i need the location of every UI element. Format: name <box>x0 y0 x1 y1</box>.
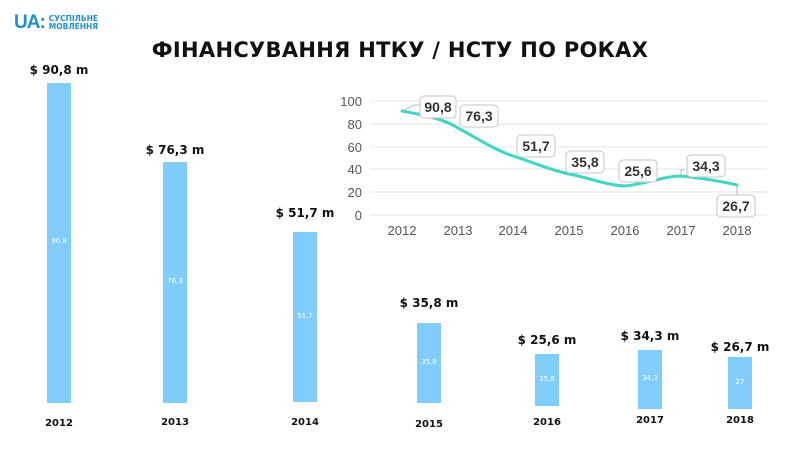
y-tick: 40 <box>348 162 362 177</box>
x-tick: 2017 <box>667 223 696 238</box>
x-tick: 2015 <box>555 223 584 238</box>
bar-year-label: 2016 <box>533 417 561 428</box>
x-tick: 2014 <box>499 223 528 238</box>
y-tick: 100 <box>340 94 362 109</box>
point-label: 90,8 <box>419 95 457 119</box>
y-tick: 60 <box>348 140 362 155</box>
point-label: 51,7 <box>516 134 556 158</box>
bar-value-label: $ 51,7 m <box>275 206 335 220</box>
bar: 90.8 <box>47 83 71 403</box>
svg-text:90,8: 90,8 <box>424 99 451 115</box>
y-axis-ticks: 0 20 40 60 80 100 <box>340 94 362 223</box>
bar-inner-label: 25,6 <box>539 375 555 383</box>
point-label: 76,3 <box>459 104 499 128</box>
logo-text: СУСПІЛЬНЕ МОВЛЕННЯ <box>49 15 98 31</box>
point-label: 26,7 <box>716 194 756 218</box>
bar-value-label: $ 34,3 m <box>620 329 680 343</box>
x-tick: 2012 <box>388 223 417 238</box>
bar-year-label: 2014 <box>291 417 319 428</box>
bar: 25,6 <box>535 354 559 406</box>
bar-inner-label: 35,8 <box>421 358 437 366</box>
x-tick: 2013 <box>444 223 473 238</box>
x-tick: 2016 <box>611 223 640 238</box>
bar: 76,3 <box>163 162 187 403</box>
svg-text:35,8: 35,8 <box>571 154 598 170</box>
logo-line-2: МОВЛЕННЯ <box>48 22 99 31</box>
logo: UA: СУСПІЛЬНЕ МОВЛЕННЯ <box>14 13 98 33</box>
bar: 27 <box>728 357 752 409</box>
bar-value-label: $ 76,3 m <box>145 143 205 157</box>
bar-year-label: 2017 <box>636 415 664 426</box>
svg-text:25,6: 25,6 <box>624 163 651 179</box>
bar-value-label: $ 25,6 m <box>517 333 577 347</box>
bar-year-label: 2018 <box>726 415 754 426</box>
bar-year-label: 2015 <box>415 419 443 430</box>
bar: 51,7 <box>293 232 317 402</box>
bar: 35,8 <box>417 323 441 403</box>
x-tick: 2018 <box>723 223 752 238</box>
bar-inner-label: 76,3 <box>167 277 183 285</box>
bar-value-label: $ 35,8 m <box>399 296 459 310</box>
svg-text:34,3: 34,3 <box>692 158 719 174</box>
bar-year-label: 2012 <box>45 418 73 429</box>
bar-value-label: $ 90,8 m <box>29 63 89 77</box>
bar-value-label: $ 26,7 m <box>710 340 770 354</box>
point-label: 35,8 <box>565 150 605 174</box>
bar-inner-label: 27 <box>735 378 745 386</box>
svg-text:76,3: 76,3 <box>465 108 492 124</box>
y-tick: 0 <box>355 208 362 223</box>
y-tick: 80 <box>348 117 362 132</box>
y-tick: 20 <box>348 185 362 200</box>
bar: 34,3 <box>638 350 662 409</box>
svg-text:26,7: 26,7 <box>722 198 749 214</box>
data-line <box>400 109 739 188</box>
page-title: ФІНАНСУВАННЯ НТКУ / НСТУ ПО РОКАХ <box>151 38 649 62</box>
bar-year-label: 2013 <box>161 417 189 428</box>
bar-inner-label: 34,3 <box>642 374 658 382</box>
bar-inner-label: 51,7 <box>297 312 313 320</box>
point-labels: 90,8 76,3 51,7 35,8 25,6 34,3 26,7 <box>419 95 756 218</box>
point-label: 25,6 <box>618 159 658 183</box>
logo-mark: UA: <box>14 12 46 33</box>
x-axis-ticks: 2012 2013 2014 2015 2016 2017 2018 <box>388 223 752 238</box>
callout-leaders <box>401 104 738 195</box>
point-label: 34,3 <box>686 154 726 178</box>
svg-text:51,7: 51,7 <box>522 138 549 154</box>
bar-inner-label: 90.8 <box>51 237 67 245</box>
logo-line-1: СУСПІЛЬНЕ <box>48 14 98 23</box>
